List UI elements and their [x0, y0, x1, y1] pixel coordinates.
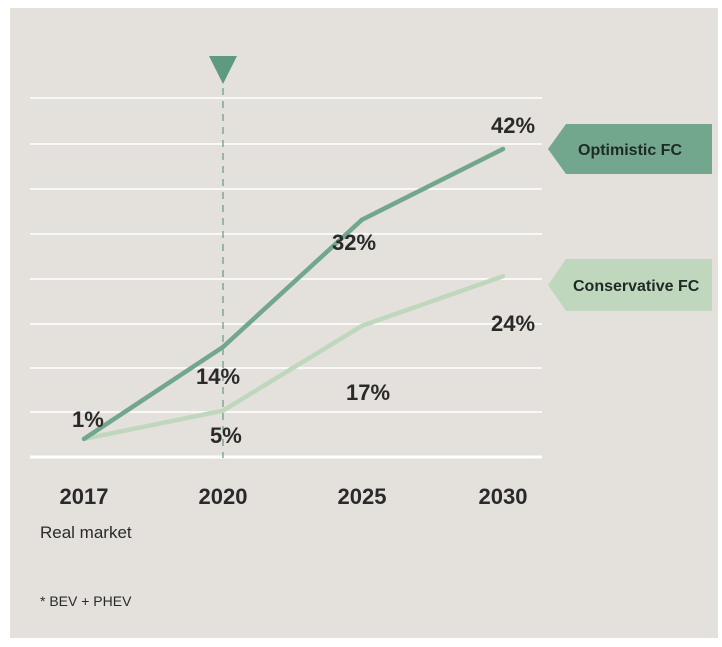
data-label-optimistic-2025: 32% [332, 230, 376, 255]
x-tick-label-2017: 2017 [60, 484, 109, 509]
data-label-conservative-2030: 24% [491, 311, 535, 336]
x-tick-sublabel-2017: Real market [40, 523, 132, 542]
legend-tag-optimistic: Optimistic FC [548, 124, 712, 174]
data-label-optimistic-2017: 1% [72, 407, 104, 432]
data-label-optimistic-2030: 42% [491, 113, 535, 138]
data-label-optimistic-2020: 14% [196, 364, 240, 389]
legend-tag-optimistic-label: Optimistic FC [578, 142, 682, 159]
data-label-conservative-2025: 17% [346, 380, 390, 405]
footnote: * BEV + PHEV [40, 593, 132, 609]
legend-tag-conservative: Conservative FC [548, 259, 712, 311]
x-tick-label-2030: 2030 [479, 484, 528, 509]
x-tick-label-2025: 2025 [338, 484, 387, 509]
legend-tag-conservative-label: Conservative FC [573, 278, 700, 295]
data-label-conservative-2020: 5% [210, 423, 242, 448]
x-tick-label-2020: 2020 [199, 484, 248, 509]
